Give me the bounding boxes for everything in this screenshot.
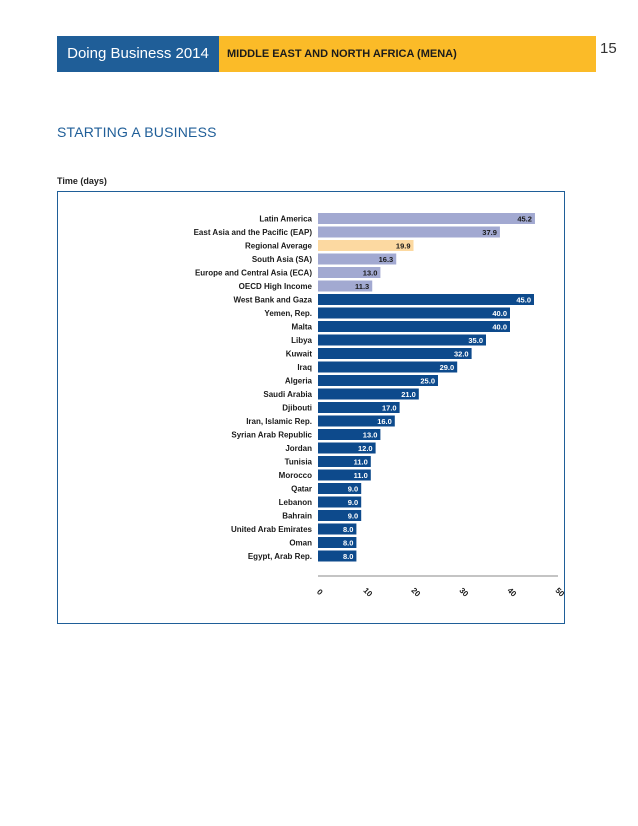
x-tick-label: 30 [457, 586, 470, 599]
category-label: Morocco [279, 471, 312, 480]
bar [318, 429, 381, 440]
category-label: Iraq [297, 363, 312, 372]
bar [318, 361, 458, 373]
category-label: Malta [292, 323, 313, 332]
bar [318, 348, 472, 359]
value-label: 45.2 [517, 215, 532, 224]
bar [318, 294, 534, 305]
bar [318, 510, 362, 521]
bar [318, 537, 357, 548]
bar [318, 523, 357, 535]
category-label: Bahrain [282, 512, 312, 521]
value-label: 29.0 [440, 363, 455, 372]
bar [318, 496, 362, 508]
category-label: South Asia (SA) [252, 255, 312, 264]
bar [318, 469, 371, 481]
x-tick-label: 10 [361, 586, 374, 599]
bar [318, 442, 376, 454]
chart-frame: Latin America 45.2 East Asia and the Pacif… [57, 191, 565, 624]
value-label: 40.0 [492, 323, 507, 332]
bar [318, 253, 397, 265]
category-label: Tunisia [285, 458, 313, 467]
bar [318, 213, 535, 224]
value-label: 11.3 [355, 282, 369, 291]
region-title: MIDDLE EAST AND NORTH AFRICA (MENA) [219, 36, 596, 72]
value-label: 8.0 [343, 552, 353, 561]
value-label: 11.0 [354, 471, 368, 480]
category-label: United Arab Emirates [231, 525, 313, 534]
x-tick-label: 40 [505, 586, 518, 599]
value-label: 16.3 [379, 255, 394, 264]
value-label: 19.9 [396, 242, 411, 251]
category-label: Regional Average [245, 242, 313, 251]
value-label: 40.0 [492, 309, 507, 318]
value-label: 9.0 [348, 498, 358, 507]
value-label: 8.0 [343, 525, 353, 534]
value-label: 9.0 [348, 485, 358, 494]
report-title: Doing Business 2014 [57, 36, 219, 72]
value-label: 9.0 [348, 512, 358, 521]
category-label: Europe and Central Asia (ECA) [195, 269, 312, 278]
bar [318, 402, 400, 413]
value-label: 25.0 [420, 377, 435, 386]
category-label: Qatar [291, 485, 312, 494]
category-label: Egypt, Arab Rep. [248, 552, 312, 561]
x-tick-label: 0 [315, 587, 325, 597]
category-label: Yemen, Rep. [264, 309, 312, 318]
bar [318, 456, 371, 467]
category-label: Kuwait [286, 350, 313, 359]
bar [318, 415, 395, 427]
category-label: Syrian Arab Republic [231, 431, 312, 440]
value-label: 13.0 [363, 431, 378, 440]
category-label: Algeria [285, 377, 313, 386]
bar [318, 388, 419, 400]
bar [318, 334, 486, 346]
category-label: Oman [289, 539, 312, 548]
bar [318, 321, 510, 332]
category-label: East Asia and the Pacific (EAP) [194, 228, 313, 237]
bar [318, 550, 357, 562]
category-label: Djibouti [282, 404, 312, 413]
value-label: 21.0 [401, 390, 416, 399]
page-number: 15 [600, 40, 617, 57]
value-label: 13.0 [363, 269, 378, 278]
value-label: 11.0 [354, 458, 368, 467]
value-label: 35.0 [468, 336, 483, 345]
category-label: Libya [291, 336, 312, 345]
bar [318, 226, 500, 238]
x-tick-label: 50 [553, 586, 564, 599]
value-label: 45.0 [516, 296, 531, 305]
category-label: West Bank and Gaza [233, 296, 312, 305]
category-label: Lebanon [279, 498, 312, 507]
bar [318, 375, 438, 386]
bar [318, 280, 373, 292]
category-label: OECD High Income [239, 282, 313, 291]
value-label: 32.0 [454, 350, 469, 359]
category-label: Jordan [285, 444, 312, 453]
value-label: 12.0 [358, 444, 373, 453]
category-label: Saudi Arabia [263, 390, 312, 399]
x-tick-label: 20 [409, 586, 422, 599]
value-label: 8.0 [343, 539, 353, 548]
bar [318, 307, 510, 319]
bar [318, 483, 362, 494]
bar [318, 240, 414, 251]
value-label: 37.9 [482, 228, 497, 237]
bar [318, 267, 381, 278]
category-label: Latin America [259, 215, 312, 224]
category-label: Iran, Islamic Rep. [246, 417, 312, 426]
value-label: 17.0 [382, 404, 397, 413]
bar-chart: Latin America 45.2 East Asia and the Pacif… [194, 213, 564, 599]
section-title: STARTING A BUSINESS [57, 124, 217, 140]
value-label: 16.0 [377, 417, 392, 426]
chart-title: Time (days) [57, 176, 107, 186]
